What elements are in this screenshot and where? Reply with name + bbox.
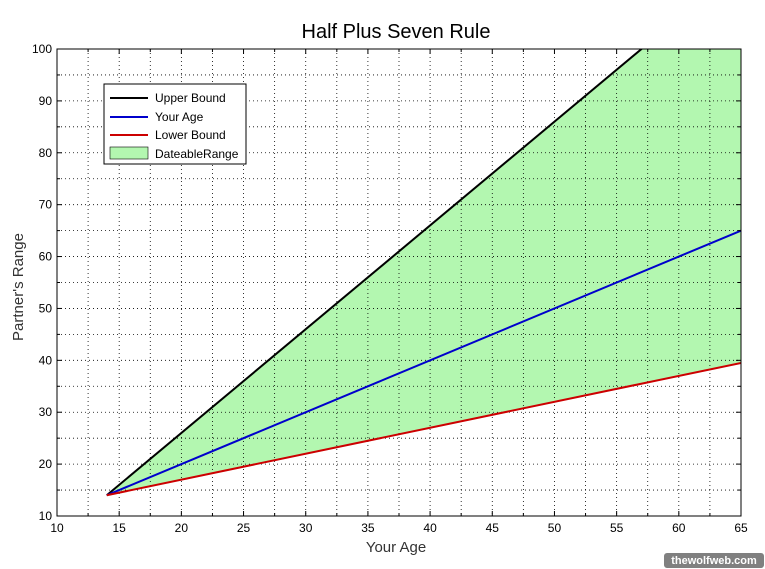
y-tick-label: 60 <box>39 250 53 264</box>
x-axis-label: Your Age <box>366 539 426 556</box>
y-tick-label: 70 <box>39 198 53 212</box>
y-tick-label: 10 <box>39 509 53 523</box>
y-tick-label: 40 <box>39 353 53 367</box>
legend-swatch-dateable-range <box>109 146 149 160</box>
x-tick-label: 20 <box>175 521 189 535</box>
x-tick-label: 55 <box>610 521 624 535</box>
x-tick-label: 45 <box>486 521 500 535</box>
legend-label-upper-bound: Upper Bound <box>155 91 226 105</box>
y-axis-label: Partner's Range <box>10 233 27 341</box>
x-tick-label: 35 <box>361 521 375 535</box>
y-tick-label: 90 <box>39 94 53 108</box>
x-tick-label: 10 <box>50 521 64 535</box>
legend-label-dateable-range: DateableRange <box>155 147 239 161</box>
y-tick-label: 50 <box>39 301 53 315</box>
series-line-lower-bound <box>106 361 741 497</box>
series-line-your-age <box>106 229 741 497</box>
chart-title: Half Plus Seven Rule <box>302 21 491 43</box>
watermark-text: thewolfweb.com <box>671 555 757 567</box>
x-tick-label: 30 <box>299 521 313 535</box>
x-tick-label: 40 <box>423 521 437 535</box>
dateable-range-area <box>106 49 741 496</box>
legend-label-lower-bound: Lower Bound <box>155 128 226 142</box>
y-tick-label: 20 <box>39 457 53 471</box>
y-tick-label: 30 <box>39 405 53 419</box>
series-line-upper-bound <box>106 49 644 497</box>
y-tick-label: 100 <box>32 42 52 56</box>
legend-label-your-age: Your Age <box>155 110 204 124</box>
x-tick-label: 25 <box>237 521 251 535</box>
legend: Upper Bound Your Age Lower Bound Dateabl… <box>103 83 247 165</box>
y-tick-label: 80 <box>39 146 53 160</box>
x-tick-label: 50 <box>548 521 562 535</box>
x-tick-label: 65 <box>734 521 748 535</box>
watermark: thewolfweb.com <box>664 553 764 568</box>
x-tick-label: 15 <box>113 521 127 535</box>
x-tick-label: 60 <box>672 521 686 535</box>
